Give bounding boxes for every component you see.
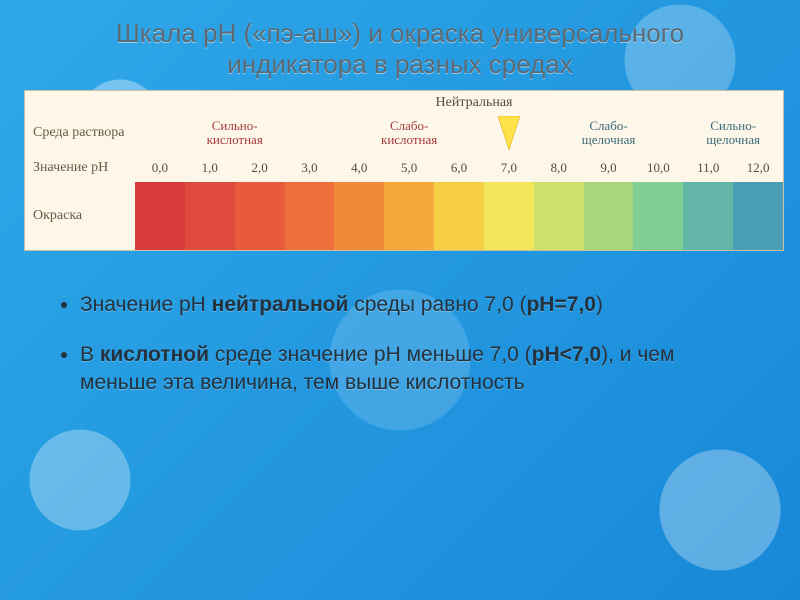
ph-chart: Нейтральная Среда раствораСильно- кислот…: [24, 90, 784, 251]
ph-value-10: 10,0: [633, 154, 683, 182]
ph-value-2: 2,0: [235, 154, 285, 182]
env-group-3: Слабо- щелочная: [534, 113, 684, 154]
ph-value-4: 4,0: [334, 154, 384, 182]
ph-swatch-12: [733, 182, 783, 250]
ph-swatch-5: [384, 182, 434, 250]
ph-swatch-6: [434, 182, 484, 250]
slide-title: Шкала рН («пэ-аш») и окраска универсальн…: [24, 18, 776, 90]
ph-value-1: 1,0: [185, 154, 235, 182]
env-group-0: Сильно- кислотная: [135, 113, 334, 154]
ph-swatch-11: [683, 182, 733, 250]
row-label-color: Окраска: [25, 182, 135, 250]
ph-value-8: 8,0: [534, 154, 584, 182]
env-group-1: Слабо- кислотная: [334, 113, 484, 154]
ph-swatch-4: [334, 182, 384, 250]
bullet-1: В кислотной среде значение рН меньше 7,0…: [80, 341, 736, 398]
neutral-label: Нейтральная: [95, 91, 800, 113]
ph-value-7: 7,0: [484, 154, 534, 182]
ph-swatch-9: [584, 182, 634, 250]
ph-swatch-7: [484, 182, 534, 250]
ph-value-3: 3,0: [285, 154, 335, 182]
ph-value-12: 12,0: [733, 154, 783, 182]
ph-value-6: 6,0: [434, 154, 484, 182]
ph-swatch-2: [235, 182, 285, 250]
ph-swatch-10: [633, 182, 683, 250]
ph-swatch-0: [135, 182, 185, 250]
bullet-0: Значение рН нейтральной среды равно 7,0 …: [80, 291, 736, 319]
row-label-value: Значение pH: [25, 154, 135, 182]
slide-root: Шкала рН («пэ-аш») и окраска универсальн…: [0, 0, 800, 600]
neutral-marker-icon: [484, 113, 534, 154]
ph-swatch-8: [534, 182, 584, 250]
ph-value-9: 9,0: [584, 154, 634, 182]
ph-swatch-3: [285, 182, 335, 250]
ph-swatch-1: [185, 182, 235, 250]
bullet-list: Значение рН нейтральной среды равно 7,0 …: [24, 269, 776, 398]
ph-value-5: 5,0: [384, 154, 434, 182]
env-group-4: Сильно- щелочная: [683, 113, 783, 154]
ph-value-11: 11,0: [683, 154, 733, 182]
chart-grid: Среда раствораСильно- кислотнаяСлабо- ки…: [25, 113, 783, 250]
ph-value-0: 0,0: [135, 154, 185, 182]
row-label-environment: Среда раствора: [25, 113, 135, 154]
